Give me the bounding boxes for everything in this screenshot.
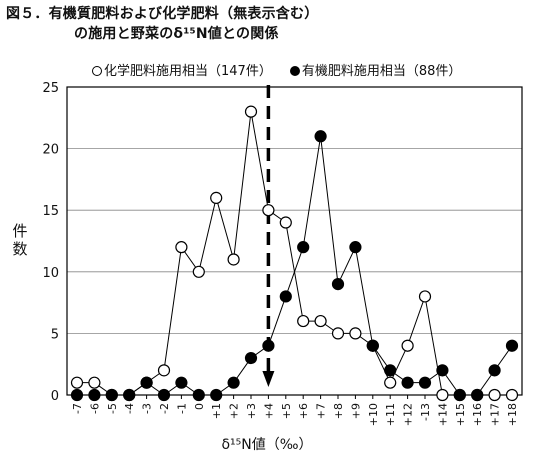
data-point-organic [384,364,397,377]
gridlines [67,148,522,334]
figure-title-line1: 図５．有機質肥料および化学肥料（無表示含む） [6,6,319,22]
x-tick-label: +2 [228,403,241,419]
x-tick-label: -13 [419,403,432,421]
reference-line [262,85,275,387]
x-tick-label: +3 [245,403,258,419]
legend-label-chemical: 化学肥料施用相当（147件） [104,64,272,79]
x-tick-label: +17 [489,403,502,426]
x-tick-label: +10 [367,403,380,426]
data-point-chemical [227,253,240,266]
reference-arrowhead-icon [262,371,275,387]
data-point-organic [436,364,449,377]
data-point-chemical [88,376,101,389]
open-circle-marker-icon [92,66,102,76]
data-point-organic [453,388,466,402]
data-point-organic [70,388,84,402]
y-tick-label: 10 [42,266,59,281]
figure-title-line2: の施用と野菜のδ¹⁵N値との関係 [74,26,279,42]
data-point-organic [210,388,223,402]
data-point-chemical [331,327,345,340]
y-tick-label: 5 [51,327,59,342]
data-point-organic [314,130,327,143]
data-point-organic [175,376,188,389]
data-point-organic [157,388,171,402]
y-tick-label: 25 [42,81,59,96]
x-tick-label: +18 [506,403,519,426]
data-point-chemical [505,388,519,402]
data-point-organic [262,339,275,352]
data-point-organic [418,376,432,389]
x-tick-label: -4 [123,403,136,414]
x-tick-label: -5 [106,403,119,414]
x-tick-label: -6 [88,403,101,414]
x-tick-label: +16 [471,403,484,426]
chart-legend: 化学肥料施用相当（147件） 有機肥料施用相当（88件） [92,60,461,79]
data-point-organic [140,376,153,389]
x-tick-label: -2 [158,403,171,414]
data-point-organic [331,278,345,291]
x-axis-ticks: -7 -6 -5 -4 -3 -2 -1 0 +1 +2 +3 +4 +5 +6 +7 +8 +9 +10 +11 +… [71,395,519,426]
x-tick-label: +1 [210,403,223,419]
data-point-organic [105,388,118,402]
x-tick-label: +15 [454,403,467,426]
data-point-organic [366,339,379,352]
data-point-organic [349,241,362,254]
data-point-chemical [418,290,432,303]
data-point-organic [297,241,310,254]
data-point-organic [505,339,519,352]
data-point-organic [244,351,258,365]
x-axis-label: δ¹⁵N値（‰） [221,437,313,453]
y-axis-label: 件数 [12,222,28,258]
data-point-chemical [192,265,205,278]
data-point-chemical [279,216,292,229]
data-point-chemical [244,105,258,118]
y-tick-label: 15 [42,204,59,219]
data-point-chemical [70,376,84,389]
data-point-organic [192,388,205,402]
data-point-chemical [297,314,310,328]
series-line-1 [77,136,513,396]
y-tick-label: 20 [42,143,59,158]
data-point-chemical [157,364,171,377]
x-tick-label: +11 [384,403,397,426]
x-tick-label: -1 [175,403,188,414]
data-point-organic [401,376,414,389]
data-point-chemical [488,388,501,402]
data-point-chemical [401,339,414,352]
x-tick-label: +6 [297,403,310,419]
data-point-chemical [384,376,397,389]
data-point-chemical [210,191,223,204]
y-tick-label: 0 [51,389,59,404]
filled-circle-marker-icon [289,66,300,76]
x-tick-label: +5 [280,403,293,419]
x-tick-label: +8 [332,403,345,419]
x-tick-label: +12 [402,403,415,426]
data-point-organic [488,364,501,377]
data-point-chemical [349,327,362,340]
x-tick-label: +14 [436,403,449,426]
x-tick-label: -3 [141,403,154,414]
data-point-organic [123,388,136,402]
legend-label-organic: 有機肥料施用相当（88件） [301,64,462,79]
data-point-organic [471,388,484,402]
data-point-chemical [436,388,449,402]
plot-frame [66,86,523,396]
x-tick-label: +9 [349,403,362,419]
data-point-organic [227,376,240,389]
y-axis-ticks: 0 5 10 15 20 25 [42,81,59,404]
data-point-chemical [175,241,188,254]
data-point-chemical [262,204,275,217]
series-line-0 [77,111,512,396]
data-point-chemical [314,314,327,328]
data-series [70,105,519,402]
x-tick-label: -7 [71,403,84,414]
data-point-organic [279,290,292,303]
x-tick-label: +7 [315,403,328,419]
data-point-organic [88,388,101,402]
x-tick-label: 0 [193,403,206,410]
x-tick-label: +4 [262,403,275,419]
